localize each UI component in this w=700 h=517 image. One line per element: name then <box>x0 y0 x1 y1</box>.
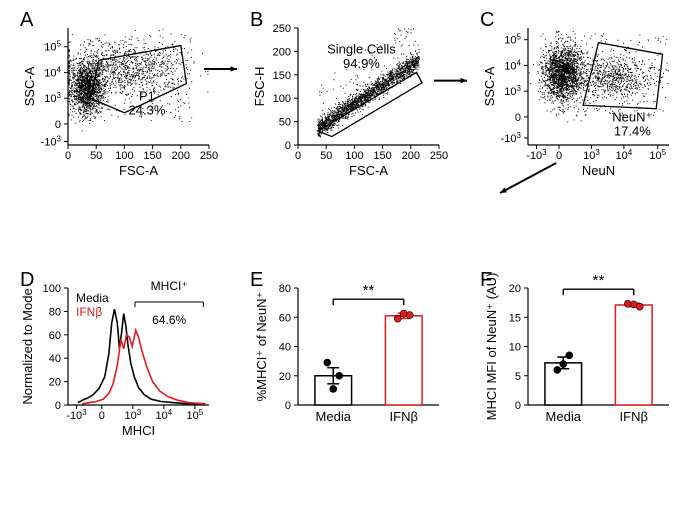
svg-text:104: 104 <box>616 148 633 163</box>
svg-text:250: 250 <box>430 150 448 162</box>
svg-text:Single Cells: Single Cells <box>327 42 396 57</box>
svg-text:100: 100 <box>273 93 291 105</box>
svg-text:-103: -103 <box>501 130 522 145</box>
svg-text:100: 100 <box>115 150 133 162</box>
svg-text:-103: -103 <box>526 148 547 163</box>
svg-text:105: 105 <box>44 39 61 54</box>
svg-text:104: 104 <box>44 65 61 80</box>
svg-text:NeuN: NeuN <box>582 163 615 178</box>
svg-text:200: 200 <box>172 150 190 162</box>
svg-text:24.3%: 24.3% <box>129 103 166 118</box>
svg-text:200: 200 <box>402 150 420 162</box>
svg-text:50: 50 <box>320 150 332 162</box>
svg-text:250: 250 <box>273 23 291 35</box>
svg-text:0: 0 <box>515 112 521 124</box>
svg-text:A: A <box>20 9 34 31</box>
svg-text:0: 0 <box>65 150 71 162</box>
svg-text:0: 0 <box>285 140 291 152</box>
figure-svg: A050100150200250-1030103104105FSC-ASSC-A… <box>0 0 700 517</box>
svg-text:150: 150 <box>373 150 391 162</box>
svg-text:FSC-A: FSC-A <box>119 163 158 178</box>
svg-text:103: 103 <box>44 91 61 106</box>
svg-text:94.9%: 94.9% <box>343 56 380 71</box>
svg-text:0: 0 <box>556 150 562 162</box>
svg-text:FSC-H: FSC-H <box>252 67 267 107</box>
svg-text:50: 50 <box>90 150 102 162</box>
svg-text:50: 50 <box>279 117 291 129</box>
svg-text:P1: P1 <box>139 89 155 104</box>
svg-text:0: 0 <box>55 119 61 131</box>
svg-text:103: 103 <box>583 148 600 163</box>
svg-text:150: 150 <box>273 70 291 82</box>
svg-text:103: 103 <box>504 84 521 99</box>
svg-text:105: 105 <box>649 148 666 163</box>
svg-text:105: 105 <box>504 32 521 47</box>
svg-text:FSC-A: FSC-A <box>349 163 388 178</box>
svg-text:150: 150 <box>143 150 161 162</box>
svg-text:SSC-A: SSC-A <box>22 66 37 106</box>
svg-text:-103: -103 <box>41 134 62 149</box>
svg-text:SSC-A: SSC-A <box>482 66 497 106</box>
svg-text:104: 104 <box>504 58 521 73</box>
svg-text:C: C <box>480 9 494 31</box>
svg-text:200: 200 <box>273 46 291 58</box>
svg-text:250: 250 <box>200 150 218 162</box>
svg-text:100: 100 <box>345 150 363 162</box>
svg-text:0: 0 <box>295 150 301 162</box>
svg-text:B: B <box>250 9 263 31</box>
